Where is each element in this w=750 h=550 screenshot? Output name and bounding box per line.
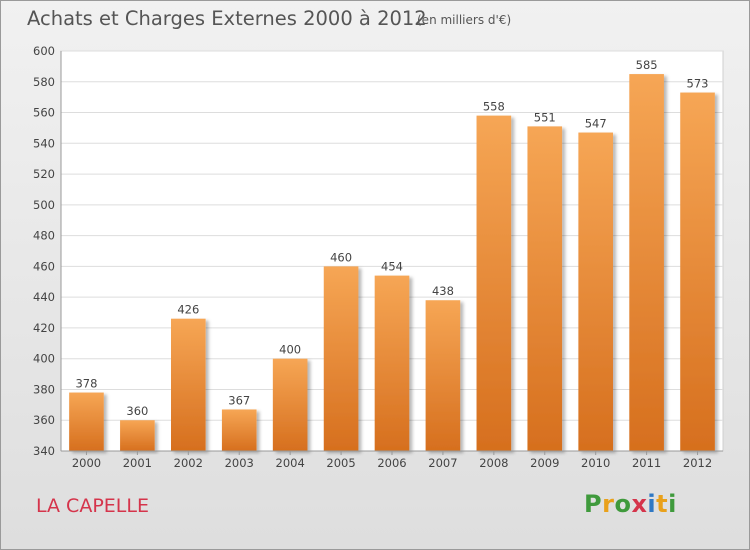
y-tick-label: 520 <box>33 167 55 181</box>
logo-letter: x <box>631 490 648 518</box>
x-tick-label-2008: 2008 <box>479 456 508 470</box>
x-tick-label-2009: 2009 <box>530 456 559 470</box>
data-label-2009: 551 <box>534 110 556 124</box>
data-label-2000: 378 <box>75 377 97 391</box>
y-tick-label: 380 <box>33 382 55 396</box>
x-tick-label-2007: 2007 <box>428 456 457 470</box>
bar-2004 <box>272 358 308 451</box>
y-tick-label: 460 <box>33 259 55 273</box>
logo-letter: i <box>668 490 677 518</box>
x-tick-label-2002: 2002 <box>174 456 203 470</box>
logo-letter: i <box>647 490 657 518</box>
proxiti-logo[interactable]: Proxiti <box>584 490 677 518</box>
data-label-2002: 426 <box>177 303 199 317</box>
data-label-2005: 460 <box>330 250 352 264</box>
logo-letter: o <box>614 490 632 518</box>
x-tick-label-2006: 2006 <box>377 456 406 470</box>
y-tick-label: 400 <box>33 352 55 366</box>
x-tick-label-2004: 2004 <box>276 456 305 470</box>
y-tick-label: 440 <box>33 290 55 304</box>
bar-2003 <box>221 409 257 451</box>
bar-2002 <box>170 318 206 451</box>
y-tick-label: 580 <box>33 75 55 89</box>
data-label-2010: 547 <box>585 117 607 131</box>
y-tick-label: 340 <box>33 444 55 458</box>
data-label-2008: 558 <box>483 100 505 114</box>
bar-2012 <box>680 92 715 452</box>
bar-2000 <box>69 392 104 451</box>
bar-2006 <box>374 275 410 451</box>
bar-2001 <box>120 420 155 451</box>
data-label-2012: 573 <box>687 77 709 91</box>
y-tick-label: 480 <box>33 229 55 243</box>
chart-subtitle: (en milliers d'€) <box>417 13 512 27</box>
x-tick-label-2011: 2011 <box>632 456 661 470</box>
bar-2011 <box>629 74 664 452</box>
y-tick-label: 560 <box>33 106 55 120</box>
x-tick-label-2000: 2000 <box>72 456 101 470</box>
y-tick-label: 360 <box>33 413 55 427</box>
bar-2010 <box>578 132 614 452</box>
data-label-2006: 454 <box>381 260 403 274</box>
y-tick-label: 500 <box>33 198 55 212</box>
data-label-2011: 585 <box>636 58 658 72</box>
bar-2007 <box>425 300 461 451</box>
bar-2009 <box>527 126 563 451</box>
axes: 340 360 380 400 420 440 460 480 500 520 540 560 580 6… <box>33 44 723 470</box>
bar-2005 <box>323 266 359 451</box>
data-label-2007: 438 <box>432 284 454 298</box>
commune-name: LA CAPELLE <box>36 495 149 517</box>
bar-2008 <box>476 115 512 451</box>
x-tick-label-2003: 2003 <box>225 456 254 470</box>
logo-letter: P <box>584 490 603 518</box>
x-tick-label-2012: 2012 <box>683 456 712 470</box>
x-tick-label-2005: 2005 <box>326 456 355 470</box>
data-label-2004: 400 <box>279 343 301 357</box>
bars: 378 360 426 367 400 460 454 438 558 551 547 585 573 <box>69 58 715 452</box>
y-tick-label: 540 <box>33 136 55 150</box>
logo-letter: r <box>602 490 615 518</box>
x-tick-label-2010: 2010 <box>581 456 610 470</box>
x-tick-label-2001: 2001 <box>123 456 152 470</box>
logo-letter: t <box>656 490 669 518</box>
chart-title: Achats et Charges Externes 2000 à 2012 <box>27 7 427 30</box>
data-label-2001: 360 <box>126 404 148 418</box>
y-tick-label: 420 <box>33 321 55 335</box>
data-label-2003: 367 <box>228 393 250 407</box>
y-tick-label: 600 <box>33 44 55 58</box>
